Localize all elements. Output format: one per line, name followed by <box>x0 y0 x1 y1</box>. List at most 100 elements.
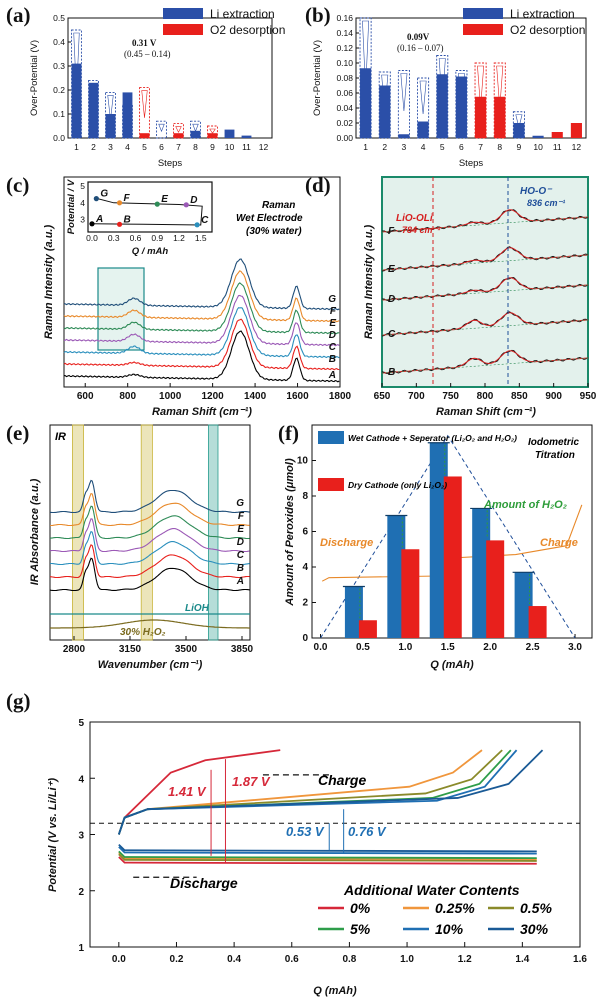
chart-c-inset-point <box>89 221 95 227</box>
pa-bar-li <box>71 63 82 138</box>
chart-d-baseline-C <box>381 319 589 336</box>
chart-c-spectrum-G <box>63 258 340 311</box>
chart-g-xlabel: Q (mAh) <box>313 985 357 997</box>
chart-b: 0.000.020.040.060.080.100.120.140.161 2 3 4… <box>312 7 587 169</box>
pb-dashed-arrow <box>362 20 370 91</box>
pb-dashed-arrow <box>400 73 408 112</box>
pa-bar-o2 <box>207 133 218 138</box>
pa-dashed-arrow <box>107 95 114 120</box>
pd-xtick-label: 650 <box>374 391 391 402</box>
chart-c-series-label: F <box>330 306 337 317</box>
chart-c-inset-xtick: 0.9 <box>151 233 163 243</box>
chart-f-ylabel: Amount of Peroxides (μmol) <box>284 458 296 607</box>
chart-e-spectrum-E <box>49 505 250 540</box>
pa-bar-o2 <box>173 133 184 138</box>
chart-d-baseline-B <box>381 357 589 374</box>
chart-a: 0.00.10.20.30.40.51 2 3 4 5 6 7 8 9 10 11 12 Steps … <box>29 7 285 169</box>
pa-dashed-arrow <box>158 123 165 133</box>
chart-f-ytick-label: 10 <box>297 456 309 467</box>
chart-c-ylabel: Raman Intensity (a.u.) <box>43 225 55 340</box>
chart-a-legend-o2: O2 desorption <box>210 23 285 37</box>
pb-xtick-label: 4 <box>421 142 426 152</box>
chart-g-xtick-label: 1.2 <box>458 954 472 965</box>
pb-ytick-label: 0.16 <box>336 13 353 23</box>
chart-g-ytick-label: 3 <box>78 831 84 842</box>
pa-dashed-arrow <box>209 128 216 134</box>
chart-g-gap-red-2: 1.87 V <box>232 774 271 789</box>
panel-letter-b: (b) <box>305 3 331 27</box>
chart-c-inset-ytick: 3 <box>80 215 85 225</box>
chart-e-ref-h2o2: 30% H₂O₂ <box>120 627 166 638</box>
pb-ytick-label: 0.02 <box>336 118 353 128</box>
chart-f-xlabel: Q (mAh) <box>430 659 474 671</box>
pb-xtick-label: 6 <box>459 142 464 152</box>
chart-d-series-label: B <box>388 367 395 378</box>
chart-d-spectrum-C <box>381 311 589 337</box>
pa-xtick-label: 6 <box>159 142 164 152</box>
chart-f-bar-dry <box>528 606 547 638</box>
panel-letter-g: (g) <box>6 689 31 713</box>
chart-e-label: IR <box>55 431 66 443</box>
pb-ytick-label: 0.14 <box>336 28 353 38</box>
chart-g-discharge-5 <box>118 843 537 853</box>
chart-a-annotation-range: (0.45 – 0.14) <box>124 49 171 59</box>
chart-f-triangle-guide <box>320 434 576 639</box>
chart-f-title-2: Titration <box>535 450 575 461</box>
chart-c-series-label: C <box>329 342 337 353</box>
panel-letter-a: (a) <box>6 3 31 27</box>
chart-c-series-label: B <box>329 354 336 365</box>
pd-xtick-label: 750 <box>442 391 459 402</box>
pb-dashed-extent <box>397 70 410 139</box>
chart-e-spectrum-F <box>50 492 250 527</box>
pb-bar-li <box>360 68 372 138</box>
pb-xtick-label: 2 <box>382 142 387 152</box>
pc-xtick-label: 600 <box>77 391 94 402</box>
pb-dashed-extent <box>417 77 430 139</box>
pb-xtick-label: 11 <box>553 142 562 152</box>
chart-c-inset-ylabel: Potential / V <box>66 179 77 234</box>
pa-dashed-arrow <box>175 126 182 133</box>
pa-ytick-label: 0.1 <box>53 109 65 119</box>
chart-c-inset-xtick: 1.2 <box>173 233 185 243</box>
pb-bar-li <box>417 121 429 138</box>
chart-a-legend-swatch-li <box>163 8 203 19</box>
chart-b-annotation-range: (0.16 – 0.07) <box>397 43 444 53</box>
chart-e-band <box>72 424 85 641</box>
chart-b-annotation-value: 0.09V <box>407 32 430 42</box>
chart-d-series-label: C <box>388 329 396 340</box>
chart-f-bar-dry <box>486 540 505 638</box>
pa-ytick-label: 0.3 <box>53 61 65 71</box>
chart-f-xtick-label: 2.5 <box>526 642 540 653</box>
chart-g-xtick-label: 0.4 <box>227 954 241 965</box>
pb-bar-o2 <box>494 96 506 138</box>
chart-f-ann-amount: Amount of H₂O₂ <box>483 499 567 511</box>
chart-g-legend-entry: 0.5% <box>520 900 552 916</box>
pb-bar-li <box>513 123 525 138</box>
chart-e-spectrum-G <box>49 479 250 514</box>
chart-b-legend-li: Li extraction <box>510 7 575 21</box>
chart-f-bar-dry <box>358 620 377 638</box>
chart-c-series-label: A <box>328 370 336 381</box>
chart-g-xtick-label: 0.8 <box>342 954 356 965</box>
chart-b-legend-o2: O2 desorption <box>510 23 585 37</box>
pa-dashed-arrow <box>141 90 148 118</box>
pb-xtick-label: 7 <box>478 142 483 152</box>
chart-e-h2o2-line <box>50 619 250 629</box>
chart-e-spectrum-B <box>49 544 250 579</box>
chart-g-discharge-0 <box>118 856 537 865</box>
pa-xtick-label: 4 <box>125 142 130 152</box>
chart-c-spectrum-C <box>63 307 340 359</box>
chart-d-spectrum-D <box>381 277 589 302</box>
pa-bar-li <box>224 129 235 138</box>
chart-c-inset-point-label: F <box>124 193 131 204</box>
chart-f-ytick-label: 6 <box>302 527 308 538</box>
pa-dashed-extent <box>156 120 167 139</box>
pb-xtick-label: 3 <box>402 142 407 152</box>
chart-a-legend-swatch-o2 <box>163 24 203 35</box>
chart-e-band <box>207 424 219 641</box>
chart-d-baseline-D <box>381 284 589 301</box>
pd-xtick-label: 950 <box>580 391 597 402</box>
pb-bar-o2 <box>475 96 487 138</box>
chart-c-inset-xtick: 1.5 <box>195 233 207 243</box>
chart-c-inset-xtick: 0.6 <box>130 233 142 243</box>
